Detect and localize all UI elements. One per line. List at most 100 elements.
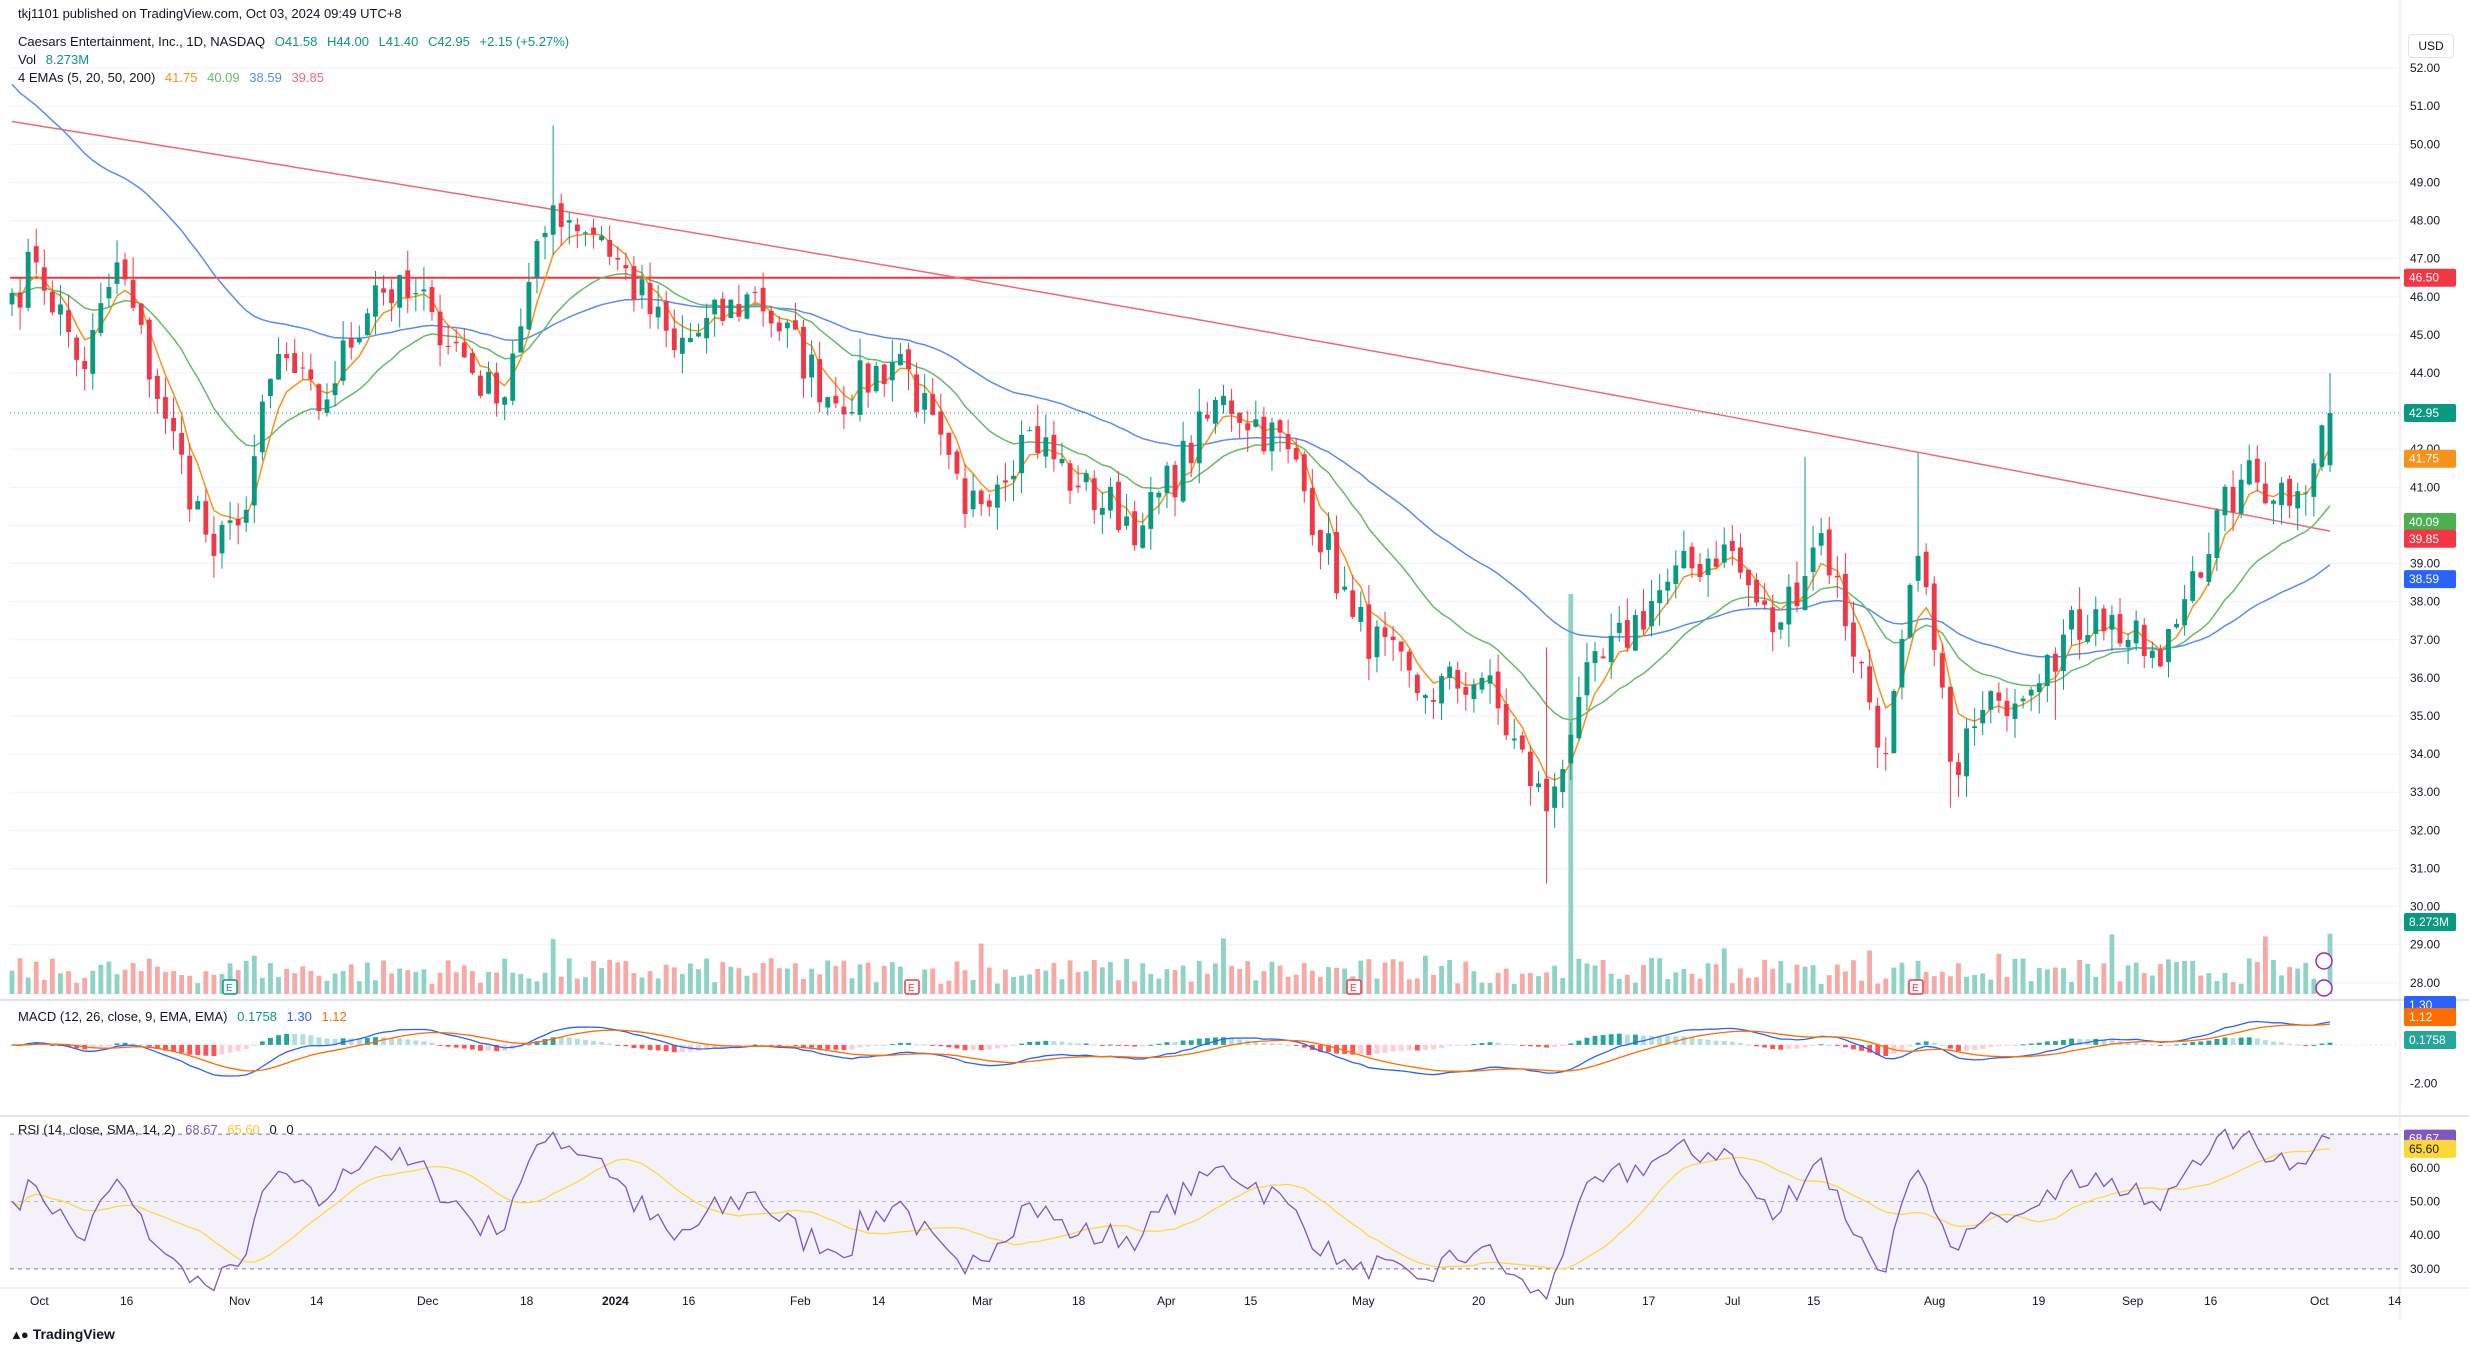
- candle-body: [58, 304, 63, 315]
- volume-bar: [696, 969, 701, 994]
- macd-histogram-bar: [2214, 1038, 2220, 1045]
- macd-legend-label[interactable]: MACD (12, 26, close, 9, EMA, EMA): [18, 1009, 228, 1024]
- price-axis-label: 52.00: [2410, 61, 2440, 75]
- macd-histogram-bar: [2222, 1037, 2228, 1045]
- macd-histogram-bar: [736, 1044, 742, 1047]
- volume-bar: [623, 961, 629, 994]
- candle-body: [1293, 447, 1299, 460]
- time-axis-label: 17: [1642, 1294, 1656, 1308]
- macd-histogram-bar: [1091, 1044, 1097, 1046]
- candle-body: [857, 360, 863, 415]
- symbol-title[interactable]: Caesars Entertainment, Inc., 1D, NASDAQ: [18, 34, 266, 49]
- volume-bar: [300, 966, 306, 994]
- macd-histogram-bar: [1794, 1044, 1800, 1049]
- volume-bar: [574, 978, 580, 994]
- candle-body: [1697, 564, 1703, 578]
- candle-body: [1632, 615, 1638, 651]
- macd-histogram-bar: [1406, 1044, 1412, 1051]
- macd-histogram-bar: [1705, 1039, 1711, 1045]
- macd-histogram-bar: [227, 1044, 233, 1053]
- candle-body: [1414, 674, 1420, 694]
- candle-body: [825, 397, 831, 408]
- close-value: C42.95: [427, 34, 470, 49]
- currency-button[interactable]: USD: [2408, 34, 2454, 58]
- candle-body: [954, 451, 960, 474]
- time-axis-label: 18: [520, 1294, 534, 1308]
- volume-bar: [1794, 964, 1800, 994]
- candle-body: [1471, 684, 1477, 700]
- macd-histogram-bar: [1156, 1043, 1162, 1045]
- volume-bar: [768, 958, 774, 994]
- macd-histogram-bar: [1196, 1038, 1202, 1045]
- candle-body: [259, 401, 265, 453]
- volume-bar: [1431, 974, 1436, 994]
- candle-body: [122, 259, 128, 280]
- volume-bar: [259, 977, 265, 994]
- volume-bar: [171, 971, 176, 994]
- macd-histogram-bar: [1915, 1042, 1921, 1045]
- volume-bar: [1221, 938, 1226, 994]
- volume-bar: [857, 964, 863, 994]
- macd-histogram-bar: [1996, 1044, 2002, 1047]
- macd-histogram-bar: [1463, 1044, 1469, 1046]
- candle-body: [1253, 419, 1259, 427]
- ema200-value: 39.85: [291, 70, 324, 85]
- volume-bar: [2190, 960, 2196, 994]
- macd-histogram-bar: [534, 1041, 540, 1045]
- volume-bar: [2271, 959, 2276, 994]
- macd-histogram-bar: [978, 1044, 984, 1051]
- ema-legend-label[interactable]: 4 EMAs (5, 20, 50, 200): [18, 70, 156, 85]
- volume-bar: [2222, 972, 2228, 994]
- volume-bar: [510, 972, 516, 994]
- candle-body: [663, 301, 669, 331]
- price-axis-label: 28.00: [2410, 976, 2440, 990]
- volume-bar: [1746, 977, 1751, 994]
- macd-histogram-bar: [1826, 1044, 1832, 1046]
- candle-body: [2230, 486, 2236, 513]
- macd-histogram-bar: [906, 1042, 911, 1045]
- volume-bar: [1786, 983, 1792, 994]
- candle-body: [1996, 692, 2002, 701]
- volume-bar: [211, 974, 217, 994]
- macd-histogram-bar: [1011, 1044, 1016, 1046]
- macd-histogram-bar: [2166, 1044, 2171, 1046]
- candle-body: [340, 340, 346, 381]
- macd-histogram-bar: [2020, 1044, 2026, 1046]
- macd-histogram-bar: [1326, 1044, 1331, 1052]
- volume-legend-label[interactable]: Vol: [18, 52, 37, 67]
- volume-bar: [469, 971, 475, 994]
- volume-bar: [720, 962, 726, 994]
- macd-histogram-bar: [348, 1038, 354, 1045]
- volume-bar: [776, 968, 782, 994]
- candle-body: [1576, 696, 1582, 739]
- volume-bar: [461, 965, 467, 994]
- candle-body: [1277, 420, 1283, 433]
- volume-bar: [1083, 971, 1089, 994]
- candle-body: [1495, 671, 1501, 709]
- volume-bar: [1592, 965, 1598, 994]
- volume-bar: [922, 969, 928, 994]
- candle-body: [704, 317, 710, 339]
- volume-bar: [1003, 969, 1008, 994]
- candle-body: [2214, 510, 2220, 558]
- candle-body: [809, 354, 815, 378]
- volume-bar: [930, 968, 936, 994]
- candle-body: [962, 478, 968, 514]
- macd-histogram-bar: [663, 1044, 669, 1052]
- macd-histogram-bar: [857, 1044, 863, 1048]
- macd-histogram-bar: [1229, 1038, 1234, 1045]
- macd-histogram-bar: [922, 1044, 928, 1046]
- macd-histogram-bar: [259, 1041, 265, 1045]
- macd-histogram-bar: [2319, 1043, 2325, 1045]
- macd-histogram-bar: [1939, 1044, 1945, 1046]
- tradingview-footer[interactable]: ▲● TradingView: [10, 1326, 115, 1342]
- volume-bar: [1681, 969, 1687, 994]
- macd-histogram-bar: [986, 1044, 992, 1050]
- candle-body: [2141, 624, 2147, 656]
- rsi-legend-label[interactable]: RSI (14, close, SMA, 14, 2): [18, 1122, 176, 1137]
- candle-body: [978, 490, 984, 505]
- candle-body: [1140, 525, 1146, 548]
- candle-body: [696, 332, 701, 337]
